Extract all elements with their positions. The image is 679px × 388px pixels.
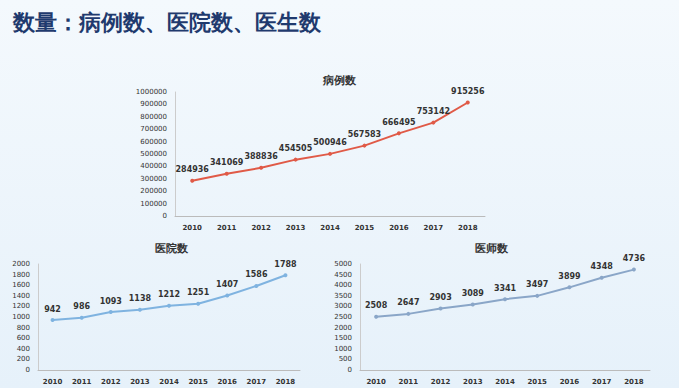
svg-text:2011: 2011 <box>217 224 237 232</box>
svg-text:4736: 4736 <box>623 254 646 263</box>
svg-text:2016: 2016 <box>389 224 409 232</box>
svg-text:284936: 284936 <box>176 165 210 174</box>
svg-text:2017: 2017 <box>592 378 612 386</box>
svg-text:2012: 2012 <box>101 378 121 386</box>
svg-text:5000: 5000 <box>334 260 352 268</box>
svg-text:3000: 3000 <box>334 302 352 310</box>
svg-text:2012: 2012 <box>431 378 451 386</box>
svg-text:1000: 1000 <box>334 345 352 353</box>
svg-text:2903: 2903 <box>429 293 451 302</box>
svg-text:2010: 2010 <box>182 224 202 232</box>
svg-text:2015: 2015 <box>527 378 547 386</box>
svg-text:388836: 388836 <box>244 152 278 161</box>
svg-text:3341: 3341 <box>494 284 517 293</box>
svg-text:2508: 2508 <box>365 301 388 310</box>
svg-text:1200: 1200 <box>12 302 30 310</box>
svg-text:0: 0 <box>163 212 167 220</box>
svg-text:900000: 900000 <box>140 100 167 108</box>
svg-text:200: 200 <box>17 355 30 363</box>
svg-text:2015: 2015 <box>188 378 208 386</box>
svg-text:1000000: 1000000 <box>136 88 167 96</box>
svg-text:病例数: 病例数 <box>322 74 357 87</box>
svg-text:986: 986 <box>73 302 90 311</box>
svg-text:2010: 2010 <box>43 378 63 386</box>
svg-text:454505: 454505 <box>279 144 313 153</box>
svg-text:3497: 3497 <box>526 280 548 289</box>
svg-text:500946: 500946 <box>313 138 347 147</box>
svg-text:4348: 4348 <box>591 262 614 271</box>
svg-text:200000: 200000 <box>140 187 167 195</box>
svg-text:700000: 700000 <box>140 125 167 133</box>
svg-text:3500: 3500 <box>334 292 352 300</box>
svg-text:1251: 1251 <box>187 288 210 297</box>
svg-text:2014: 2014 <box>495 378 515 386</box>
svg-text:1407: 1407 <box>216 280 238 289</box>
svg-text:2013: 2013 <box>463 378 483 386</box>
svg-text:1212: 1212 <box>158 290 180 299</box>
svg-text:2018: 2018 <box>624 378 644 386</box>
svg-text:数量：病例数、医院数、医生数: 数量：病例数、医院数、医生数 <box>12 10 322 35</box>
svg-text:医院数: 医院数 <box>155 242 189 255</box>
svg-text:800000: 800000 <box>140 113 167 121</box>
svg-text:2018: 2018 <box>276 378 296 386</box>
svg-text:2017: 2017 <box>247 378 267 386</box>
svg-text:567583: 567583 <box>348 130 381 139</box>
svg-text:2647: 2647 <box>397 298 419 307</box>
svg-text:2000: 2000 <box>334 324 352 332</box>
svg-text:1788: 1788 <box>274 260 297 269</box>
svg-text:2017: 2017 <box>424 224 444 232</box>
svg-text:1600: 1600 <box>12 281 30 289</box>
svg-text:2000: 2000 <box>12 260 30 268</box>
svg-text:1138: 1138 <box>129 294 152 303</box>
svg-text:3089: 3089 <box>462 289 485 298</box>
svg-text:300000: 300000 <box>140 175 167 183</box>
svg-text:4500: 4500 <box>334 271 352 279</box>
svg-text:400000: 400000 <box>140 162 167 170</box>
svg-text:2014: 2014 <box>320 224 340 232</box>
svg-text:1093: 1093 <box>100 297 122 306</box>
svg-text:2014: 2014 <box>159 378 179 386</box>
svg-text:2011: 2011 <box>72 378 92 386</box>
svg-text:2500: 2500 <box>334 313 352 321</box>
svg-text:2011: 2011 <box>399 378 419 386</box>
svg-text:600000: 600000 <box>140 138 167 146</box>
svg-text:2010: 2010 <box>366 378 386 386</box>
svg-text:1586: 1586 <box>245 270 268 279</box>
svg-text:500: 500 <box>339 355 352 363</box>
svg-text:2012: 2012 <box>251 224 271 232</box>
svg-text:2013: 2013 <box>286 224 306 232</box>
svg-text:3899: 3899 <box>558 272 581 281</box>
svg-text:942: 942 <box>44 305 61 314</box>
svg-text:100000: 100000 <box>140 200 167 208</box>
svg-text:753142: 753142 <box>417 107 450 116</box>
svg-text:1400: 1400 <box>12 292 30 300</box>
svg-text:400: 400 <box>17 345 30 353</box>
svg-text:4000: 4000 <box>334 281 352 289</box>
svg-text:1000: 1000 <box>12 313 30 321</box>
svg-text:500000: 500000 <box>140 150 167 158</box>
svg-text:2016: 2016 <box>560 378 580 386</box>
svg-text:800: 800 <box>17 324 30 332</box>
svg-text:2018: 2018 <box>458 224 478 232</box>
svg-text:医师数: 医师数 <box>475 242 509 255</box>
svg-text:341069: 341069 <box>210 158 244 167</box>
svg-text:2015: 2015 <box>355 224 375 232</box>
svg-text:2016: 2016 <box>217 378 237 386</box>
svg-text:600: 600 <box>17 334 30 342</box>
svg-text:1800: 1800 <box>12 271 30 279</box>
svg-text:1500: 1500 <box>334 334 352 342</box>
svg-text:915256: 915256 <box>451 87 485 96</box>
svg-text:2013: 2013 <box>130 378 150 386</box>
svg-text:666495: 666495 <box>382 118 416 127</box>
svg-text:0: 0 <box>26 366 30 374</box>
svg-text:0: 0 <box>348 366 352 374</box>
